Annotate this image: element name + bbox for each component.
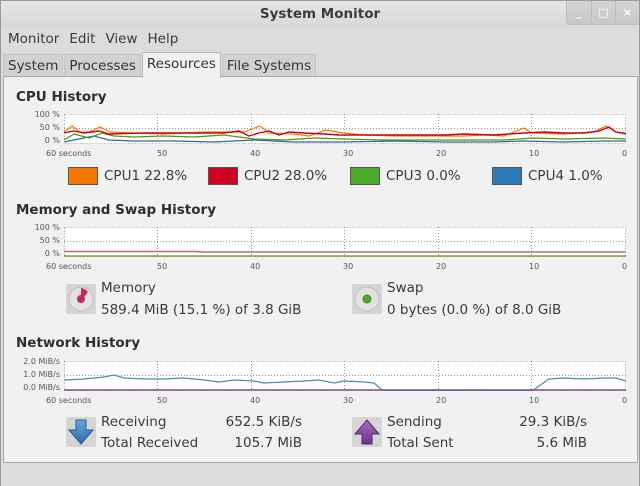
- cpu-x-tick-40: 40: [250, 149, 261, 158]
- cpu4-legend: CPU4 1.0%: [492, 167, 603, 185]
- mem-y-tick-100: 100 %: [34, 223, 60, 232]
- menu-view[interactable]: View: [105, 31, 138, 47]
- swap-color-button[interactable]: [352, 284, 382, 314]
- mem-y-tick-50: 50 %: [39, 236, 60, 245]
- minimize-icon: _: [576, 6, 582, 19]
- cpu2-label: CPU2 28.0%: [244, 168, 328, 184]
- total-sent-label: Total Sent: [387, 435, 454, 451]
- net-y-tick-2: 2.0 MiB/s: [23, 357, 60, 366]
- maximize-icon: □: [598, 6, 609, 19]
- tab-file-systems[interactable]: File Systems: [221, 54, 317, 78]
- net-x-tick-10: 10: [529, 396, 540, 405]
- mem-x-tick-50: 50: [157, 262, 168, 271]
- menu-edit[interactable]: Edit: [69, 31, 96, 47]
- cpu4-line: [64, 135, 626, 143]
- menu-help[interactable]: Help: [147, 31, 179, 47]
- total-received-label: Total Received: [101, 435, 199, 451]
- cpu2-line: [64, 126, 626, 137]
- arrow-up-icon: [353, 419, 381, 445]
- cpu3-label: CPU3 0.0%: [386, 168, 461, 184]
- cpu1-label: CPU1 22.8%: [104, 168, 188, 184]
- minimize-button[interactable]: _: [567, 1, 591, 24]
- sending-label: Sending: [387, 414, 442, 430]
- network-history-graph: [64, 361, 626, 391]
- net-x-tick-60: 60 seconds: [46, 396, 92, 405]
- swap-value: 0 bytes (0.0 %) of 8.0 GiB: [387, 302, 562, 318]
- cpu-x-tick-30: 30: [343, 149, 354, 158]
- tab-processes[interactable]: Processes: [64, 54, 141, 78]
- memory-color-button[interactable]: [66, 284, 96, 314]
- total-received-value: 105.7 MiB: [234, 435, 302, 451]
- cpu-y-tick-100: 100 %: [34, 110, 60, 119]
- net-x-tick-0: 0: [622, 396, 628, 405]
- receiving-color-button[interactable]: [66, 417, 96, 447]
- cpu4-color-button[interactable]: [492, 167, 522, 185]
- cpu3-color-button[interactable]: [350, 167, 380, 185]
- cpu-x-tick-0: 0: [622, 149, 628, 158]
- tab-system[interactable]: System: [3, 54, 64, 78]
- status-bar: [1, 464, 639, 486]
- memory-label: Memory: [101, 280, 156, 296]
- net-y-tick-1: 1.0 MiB/s: [23, 370, 60, 379]
- cpu-history-graph: [64, 114, 626, 144]
- cpu2-color-button[interactable]: [208, 167, 238, 185]
- cpu3-legend: CPU3 0.0%: [350, 167, 461, 185]
- memory-history-title: Memory and Swap History: [16, 202, 216, 218]
- net-x-tick-30: 30: [343, 396, 354, 405]
- mem-x-tick-60: 60 seconds: [46, 262, 92, 271]
- cpu4-label: CPU4 1.0%: [528, 168, 603, 184]
- cpu-x-tick-20: 20: [436, 149, 447, 158]
- receiving-line: [64, 374, 626, 391]
- menu-monitor[interactable]: Monitor: [8, 31, 60, 47]
- cpu-y-tick-0: 0 %: [44, 136, 60, 145]
- cpu1-line: [64, 125, 626, 137]
- window-title: System Monitor: [259, 6, 381, 22]
- swap-label: Swap: [387, 280, 424, 296]
- mem-x-tick-10: 10: [529, 262, 540, 271]
- mem-x-tick-30: 30: [343, 262, 354, 271]
- cpu-history-title: CPU History: [16, 89, 107, 105]
- cpu-x-tick-10: 10: [529, 149, 540, 158]
- close-button[interactable]: ×: [615, 1, 639, 24]
- sending-value: 29.3 KiB/s: [519, 414, 587, 430]
- total-sent-value: 5.6 MiB: [536, 435, 587, 451]
- tab-resources[interactable]: Resources: [141, 52, 221, 78]
- cpu3-line: [64, 132, 626, 141]
- cpu-x-tick-60: 60 seconds: [46, 149, 92, 158]
- mem-x-tick-40: 40: [250, 262, 261, 271]
- memory-value: 589.4 MiB (15.1 %) of 3.8 GiB: [101, 302, 302, 318]
- window-controls: _ □ ×: [566, 1, 639, 25]
- net-y-tick-0: 0.0 MiB/s: [23, 383, 60, 392]
- menu-bar: Monitor Edit View Help: [1, 27, 183, 51]
- resources-panel: CPU History 100 % 50 % 0 % 60: [3, 76, 638, 463]
- close-icon: ×: [622, 6, 633, 19]
- title-bar[interactable]: System Monitor _ □ ×: [1, 1, 639, 27]
- net-x-tick-20: 20: [436, 396, 447, 405]
- cpu-x-tick-50: 50: [157, 149, 168, 158]
- mem-x-tick-20: 20: [436, 262, 447, 271]
- mem-y-tick-0: 0 %: [44, 249, 60, 258]
- cpu1-color-button[interactable]: [68, 167, 98, 185]
- swap-pie-icon: [354, 286, 380, 312]
- memory-pie-icon: [68, 286, 94, 312]
- memory-history-graph: [64, 227, 626, 257]
- sending-color-button[interactable]: [352, 417, 382, 447]
- receiving-label: Receiving: [101, 414, 167, 430]
- net-x-tick-50: 50: [157, 396, 168, 405]
- cpu-y-tick-50: 50 %: [39, 123, 60, 132]
- memory-line: [64, 250, 626, 253]
- mem-x-tick-0: 0: [622, 262, 628, 271]
- tab-bar: System Processes Resources File Systems: [3, 52, 317, 78]
- net-x-tick-40: 40: [250, 396, 261, 405]
- maximize-button[interactable]: □: [591, 1, 615, 24]
- arrow-down-icon: [67, 419, 95, 445]
- cpu2-legend: CPU2 28.0%: [208, 167, 327, 185]
- cpu1-legend: CPU1 22.8%: [68, 167, 187, 185]
- network-history-title: Network History: [16, 335, 141, 351]
- receiving-value: 652.5 KiB/s: [225, 414, 302, 430]
